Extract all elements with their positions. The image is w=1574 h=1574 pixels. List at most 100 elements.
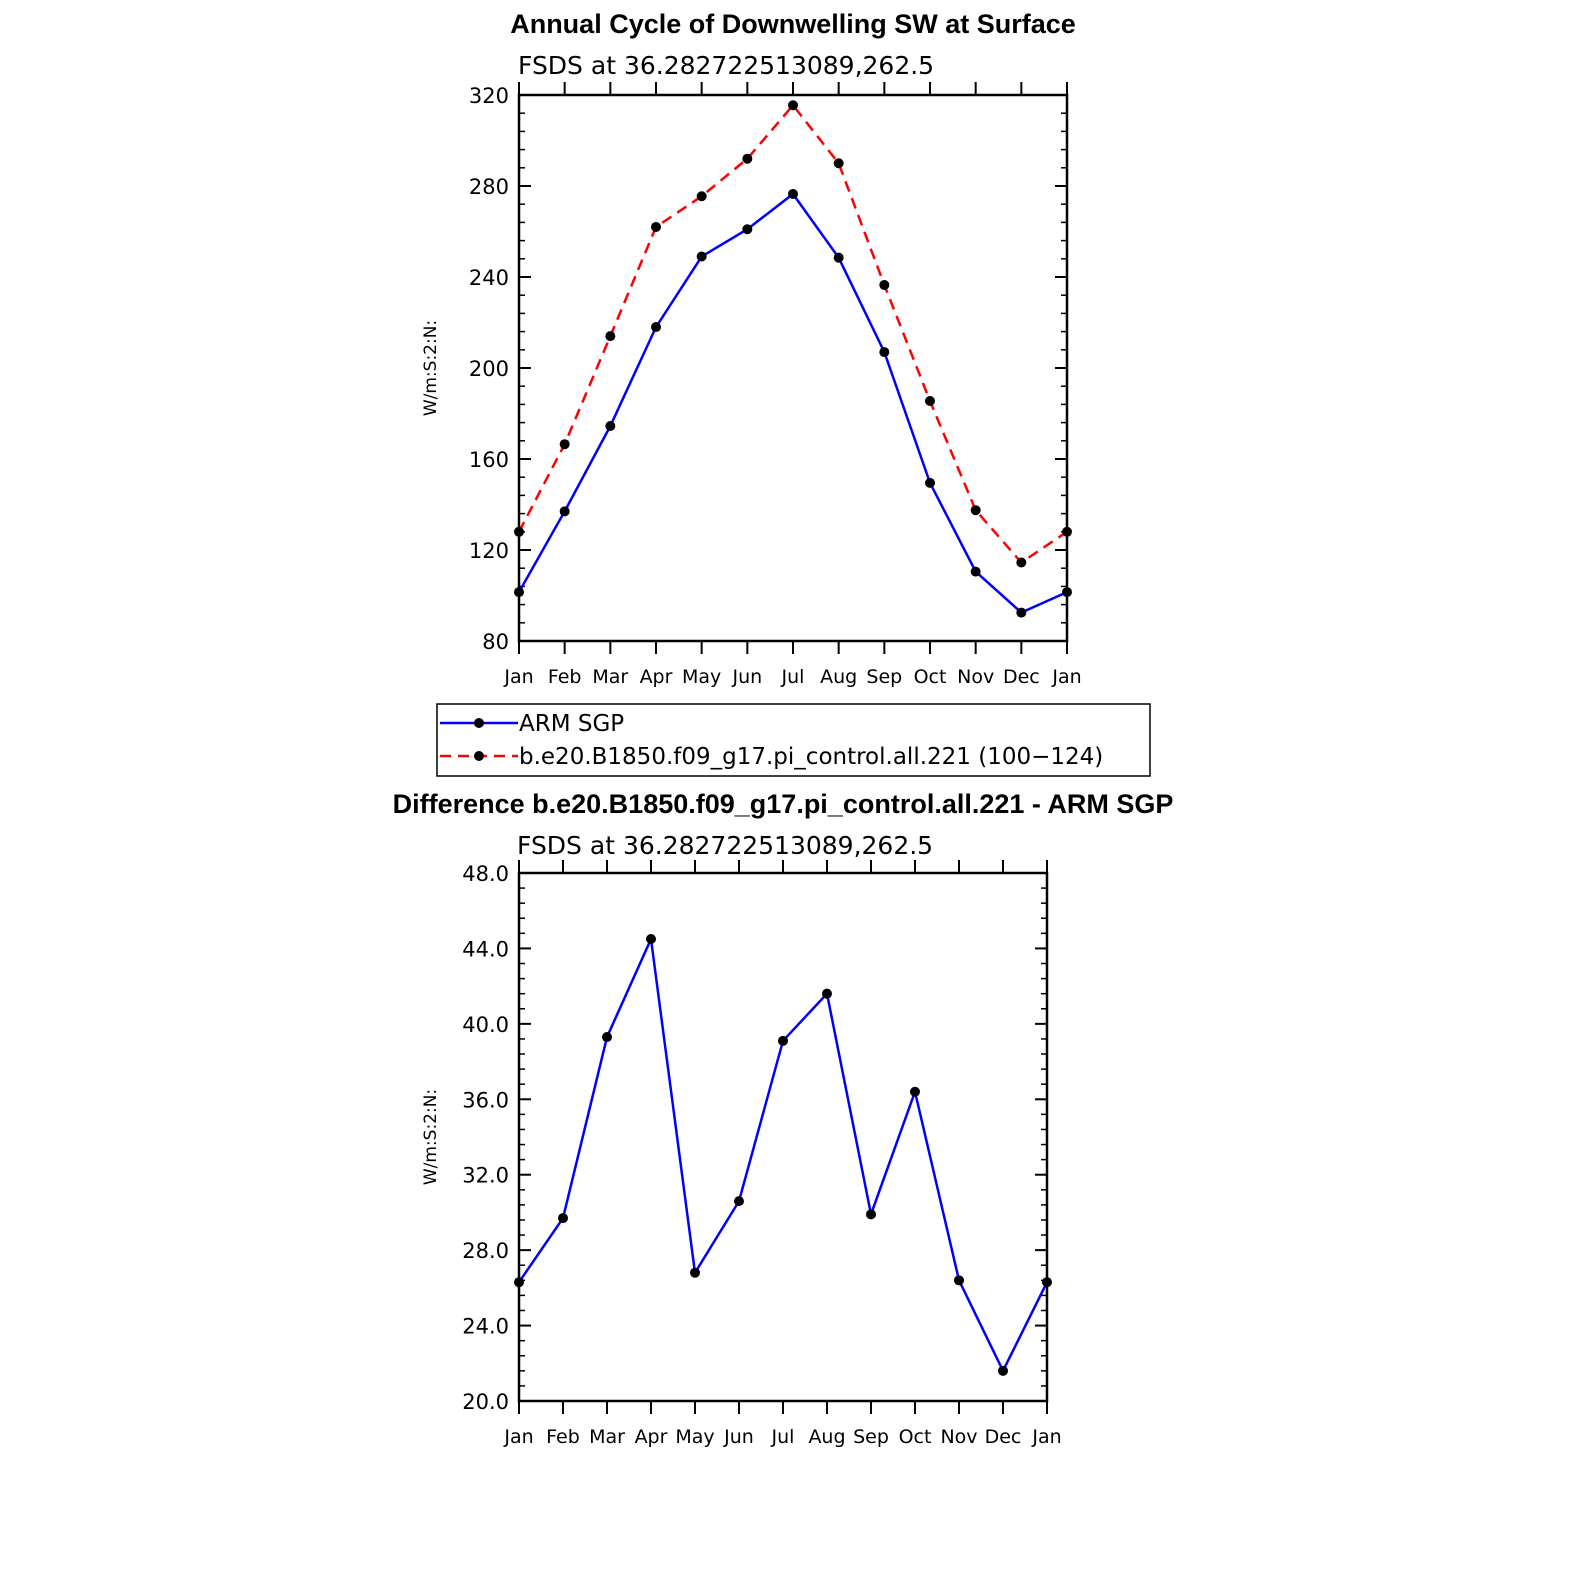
data-point <box>879 347 890 358</box>
data-point <box>788 100 798 111</box>
data-point <box>514 1277 524 1288</box>
y-tick-label: 120 <box>469 539 509 563</box>
x-tick-label: Feb <box>548 666 582 688</box>
data-point <box>605 331 616 342</box>
x-tick-label: Sep <box>853 1426 889 1448</box>
legend-box <box>436 703 1151 777</box>
data-point <box>742 224 753 235</box>
y-tick-label: 20.0 <box>462 1390 509 1414</box>
x-tick-label: Jul <box>771 1426 795 1448</box>
annual-cycle-chart: Annual Cycle of Downwelling SW at Surfac… <box>421 9 1082 688</box>
data-point <box>910 1086 920 1097</box>
data-point <box>778 1035 788 1046</box>
x-tick-label: May <box>682 666 721 688</box>
x-tick-label: Mar <box>592 666 628 688</box>
x-tick-label: Aug <box>808 1426 845 1448</box>
data-point <box>651 221 661 232</box>
x-tick-label: Aug <box>820 666 857 688</box>
y-tick-label: 32.0 <box>462 1164 509 1188</box>
data-point <box>925 477 935 488</box>
plot-frame <box>517 871 1049 1403</box>
data-point <box>1062 587 1072 598</box>
y-tick-label: 280 <box>469 175 509 199</box>
y-tick-label: 24.0 <box>462 1315 509 1339</box>
data-point <box>954 1275 964 1286</box>
y-tick-label: 40.0 <box>462 1013 509 1037</box>
data-point <box>514 587 524 598</box>
y-axis-label: W/m:S:2:N: <box>421 1089 441 1185</box>
legend-marker-model <box>474 751 484 761</box>
difference-chart: Difference b.e20.B1850.f09_g17.pi_contro… <box>393 789 1174 1448</box>
x-tick-label: Jun <box>723 1426 754 1448</box>
y-tick-label: 28.0 <box>462 1239 509 1263</box>
y-axis-label: W/m:S:2:N: <box>421 320 441 416</box>
data-point <box>788 188 798 199</box>
data-point <box>833 252 844 263</box>
series-line-0 <box>517 192 1068 615</box>
x-tick-label: Feb <box>546 1426 580 1448</box>
chart1-subtitle: FSDS at 36.282722513089,262.5 <box>518 51 934 80</box>
chart1-title: Annual Cycle of Downwelling SW at Surfac… <box>510 9 1076 39</box>
series-line-1 <box>517 103 1068 565</box>
data-point <box>1016 607 1027 618</box>
data-point <box>696 191 707 202</box>
plot-frame <box>517 93 1069 643</box>
data-point <box>1016 557 1027 568</box>
x-tick-label: Jan <box>1051 666 1081 688</box>
data-point <box>559 439 570 450</box>
x-tick-label: May <box>675 1426 714 1448</box>
data-point <box>514 526 524 537</box>
chart2-subtitle: FSDS at 36.282722513089,262.5 <box>517 831 933 860</box>
y-tick-label: 48.0 <box>462 862 509 886</box>
x-tick-label: Dec <box>1003 666 1040 688</box>
x-tick-label: Jul <box>781 666 805 688</box>
data-point <box>879 279 890 290</box>
data-point <box>970 505 981 516</box>
x-tick-label: Jan <box>503 666 533 688</box>
x-tick-label: Sep <box>866 666 902 688</box>
x-tick-label: Apr <box>635 1426 668 1448</box>
x-tick-label: Jun <box>731 666 762 688</box>
y-tick-label: 36.0 <box>462 1088 509 1112</box>
x-tick-label: Mar <box>589 1426 625 1448</box>
legend-label-arm: ARM SGP <box>519 711 624 737</box>
data-point <box>696 251 707 262</box>
legend-label-model: b.e20.B1850.f09_g17.pi_control.all.221 (… <box>519 744 1103 770</box>
chart2-title: Difference b.e20.B1850.f09_g17.pi_contro… <box>393 789 1174 819</box>
legend-marker-arm <box>474 718 484 728</box>
x-tick-label: Dec <box>985 1426 1022 1448</box>
data-point <box>833 158 844 169</box>
y-tick-label: 160 <box>469 448 509 472</box>
data-point <box>822 988 832 999</box>
x-tick-label: Jan <box>1031 1426 1061 1448</box>
data-point <box>646 934 656 944</box>
y-tick-label: 320 <box>469 84 509 108</box>
data-point <box>605 421 616 432</box>
x-tick-label: Nov <box>957 666 994 688</box>
series-line-0 <box>517 934 1049 1374</box>
data-point <box>1042 1277 1052 1288</box>
x-tick-label: Jan <box>503 1426 533 1448</box>
y-tick-label: 44.0 <box>462 937 509 961</box>
data-point <box>1062 526 1072 537</box>
x-tick-label: Oct <box>899 1426 932 1448</box>
data-point <box>998 1365 1008 1376</box>
data-point <box>651 322 661 333</box>
legend: ARM SGP b.e20.B1850.f09_g17.pi_control.a… <box>436 703 1151 777</box>
data-point <box>559 506 570 517</box>
data-point <box>690 1267 700 1278</box>
data-point <box>970 566 981 577</box>
y-tick-label: 200 <box>469 357 509 381</box>
data-point <box>925 395 935 406</box>
y-tick-label: 80 <box>482 630 509 654</box>
data-point <box>866 1209 876 1220</box>
data-point <box>602 1032 612 1043</box>
data-point <box>742 153 753 164</box>
x-tick-label: Oct <box>914 666 947 688</box>
data-point <box>558 1213 568 1224</box>
x-tick-label: Nov <box>940 1426 977 1448</box>
x-tick-label: Apr <box>640 666 673 688</box>
y-tick-label: 240 <box>469 266 509 290</box>
data-point <box>734 1196 744 1207</box>
